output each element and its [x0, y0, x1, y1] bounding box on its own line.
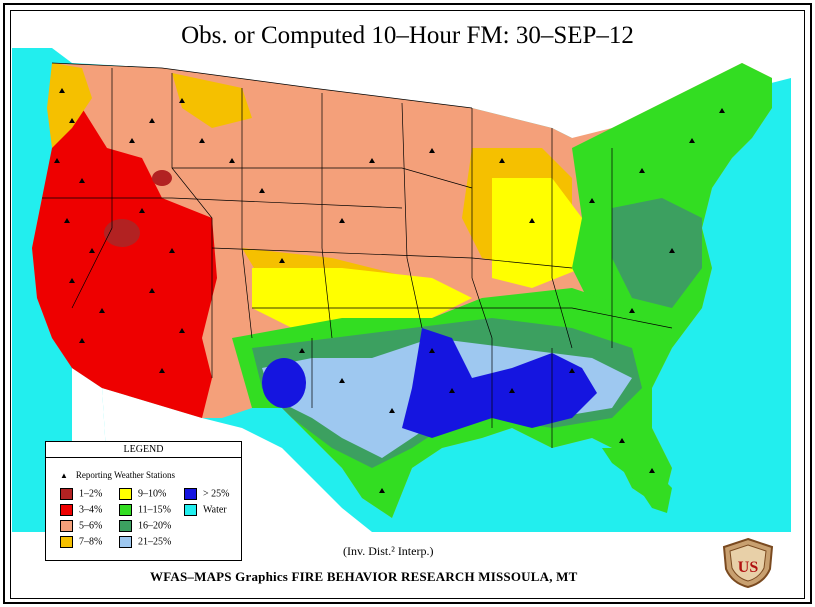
legend-item: 9–10% [119, 488, 166, 500]
legend-swatch [60, 504, 73, 516]
zone-7-8-montana [172, 73, 252, 128]
zone-over-25-new-mexico [262, 358, 306, 408]
legend-heading: LEGEND [46, 442, 241, 458]
legend-item: 3–4% [60, 504, 102, 516]
legend-item: 21–25% [119, 536, 171, 548]
legend-item: Water [184, 504, 227, 516]
legend-item: 1–2% [60, 488, 102, 500]
weather-stations [54, 88, 725, 493]
zone-7-8-northwest [47, 63, 92, 148]
legend-swatch [119, 520, 132, 532]
fuel-moisture-map [12, 48, 791, 532]
interpolation-note: (Inv. Dist.² Interp.) [343, 544, 434, 558]
legend-item: 7–8% [60, 536, 102, 548]
zone-16-20-appalachia [612, 198, 702, 308]
forest-service-shield-logo: US [720, 537, 776, 589]
state-boundaries [42, 62, 673, 448]
zone-over-25-gulf [402, 328, 597, 438]
legend-swatch [184, 488, 197, 500]
legend-swatch [60, 488, 73, 500]
legend-swatch [119, 536, 132, 548]
legend-stations: ▲ Reporting Weather Stations [60, 470, 175, 480]
legend-swatch [119, 488, 132, 500]
legend-item: 5–6% [60, 520, 102, 532]
map-title: Obs. or Computed 10–Hour FM: 30–SEP–12 [181, 22, 634, 49]
triangle-icon: ▲ [60, 471, 68, 480]
outer-frame [3, 3, 812, 604]
legend-stations-label: Reporting Weather Stations [75, 470, 176, 480]
svg-text:US: US [738, 559, 759, 576]
legend-swatch [60, 536, 73, 548]
zone-1-2-idaho [152, 170, 172, 186]
legend: LEGEND ▲ Reporting Weather Stations 1–2% … [45, 441, 242, 561]
florida [602, 448, 672, 513]
legend-swatch [60, 520, 73, 532]
legend-item: > 25% [184, 488, 229, 500]
legend-swatch [119, 504, 132, 516]
zone-9-10-great-lakes [492, 178, 582, 288]
legend-swatch [184, 504, 197, 516]
zone-1-2-nevada [104, 219, 140, 247]
legend-item: 16–20% [119, 520, 171, 532]
zone-3-4-west [32, 108, 217, 418]
legend-item: 11–15% [119, 504, 171, 516]
zone-9-10-plains [252, 268, 472, 328]
inner-frame [10, 10, 805, 599]
footer-credit: WFAS–MAPS Graphics FIRE BEHAVIOR RESEARC… [150, 569, 578, 584]
